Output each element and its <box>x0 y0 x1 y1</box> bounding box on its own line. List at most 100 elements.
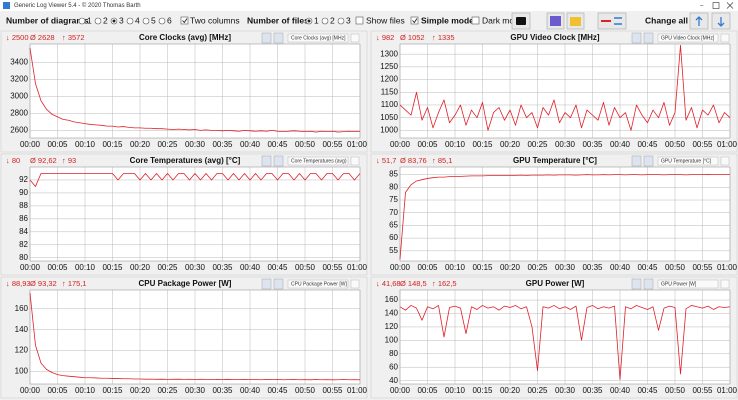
stat-label: Ø 92,62 <box>30 156 57 165</box>
radio-button[interactable] <box>142 17 150 25</box>
radio-label[interactable]: 2 <box>103 15 108 25</box>
x-tick-label: 01:00 <box>347 386 368 395</box>
two-columns-label[interactable]: Two columns <box>190 15 240 25</box>
chart-panel: ↓ 88,93 Ø 93,32 ↑ 175,1 CPU Package Power [… <box>0 276 368 399</box>
series-selector[interactable] <box>287 33 349 43</box>
dark-mode-checkbox[interactable] <box>471 16 480 25</box>
add-button[interactable] <box>350 156 360 166</box>
diagram-options: 1 2 3 4 5 6 <box>78 15 172 25</box>
y-tick-label: 1300 <box>380 49 398 58</box>
x-tick-label: 00:05 <box>47 386 68 395</box>
y-tick-label: 1200 <box>380 75 398 84</box>
show-files-label[interactable]: Show files <box>366 15 405 25</box>
stat-label: Ø 83,76 <box>400 156 427 165</box>
x-tick-label: 00:10 <box>75 386 96 395</box>
settings-button[interactable] <box>643 155 654 167</box>
radio-label[interactable]: 5 <box>151 15 156 25</box>
x-tick-label: 00:20 <box>130 386 151 395</box>
radio-button[interactable] <box>321 17 329 25</box>
radio-label[interactable]: 6 <box>167 15 172 25</box>
radio-label[interactable]: 1 <box>87 15 92 25</box>
x-tick-label: 00:30 <box>185 386 206 395</box>
x-tick-label: 00:00 <box>20 263 41 272</box>
selector-text: CPU Package Power [W] <box>291 281 347 287</box>
x-tick-label: 00:40 <box>240 263 261 272</box>
radio-label[interactable]: 2 <box>330 15 335 25</box>
add-button[interactable] <box>720 156 730 166</box>
y-tick-label: 90 <box>19 188 28 197</box>
radio-button[interactable] <box>94 17 102 25</box>
x-tick-label: 00:00 <box>20 140 41 149</box>
series-selector[interactable] <box>657 33 719 43</box>
radio-label[interactable]: 4 <box>135 15 140 25</box>
add-button[interactable] <box>720 279 730 289</box>
down-arrow <box>717 17 725 27</box>
diagrams-label: Number of diagrams <box>6 15 89 25</box>
stat-label: ↑ 1335 <box>432 33 455 42</box>
x-tick-label: 00:20 <box>500 140 521 149</box>
stat-label: ↑ 175,1 <box>62 279 87 288</box>
radio-button[interactable] <box>337 17 345 25</box>
radio-button[interactable] <box>158 17 166 25</box>
selector-text: GPU Video Clock [MHz] <box>661 35 715 41</box>
x-tick-label: 00:35 <box>212 263 233 272</box>
x-tick-label: 00:45 <box>267 140 288 149</box>
x-tick-label: 00:45 <box>637 386 658 395</box>
simple-mode-checkbox[interactable] <box>410 16 419 25</box>
close-button[interactable] <box>726 2 734 9</box>
y-tick-label: 3000 <box>10 92 28 101</box>
add-button[interactable] <box>350 33 360 43</box>
series-selector[interactable] <box>657 279 719 289</box>
two-columns-checkbox[interactable] <box>180 16 189 25</box>
x-tick-label: 00:50 <box>665 386 686 395</box>
settings-button[interactable] <box>643 278 654 290</box>
info-button[interactable] <box>261 278 272 290</box>
x-tick-label: 00:05 <box>47 140 68 149</box>
x-tick-label: 00:25 <box>527 263 548 272</box>
x-tick-label: 00:45 <box>267 386 288 395</box>
settings-button[interactable] <box>273 32 284 44</box>
settings-button[interactable] <box>643 32 654 44</box>
info-button[interactable] <box>631 155 642 167</box>
radio-label[interactable]: 3 <box>119 15 124 25</box>
add-button[interactable] <box>350 279 360 289</box>
info-button[interactable] <box>261 32 272 44</box>
x-tick-label: 00:55 <box>692 263 713 272</box>
dark-mode-label[interactable]: Dark mod <box>482 15 519 25</box>
y-tick-label: 1250 <box>380 62 398 71</box>
series-selector[interactable] <box>657 156 719 166</box>
file-options: 1 2 3 <box>305 15 351 25</box>
info-button[interactable] <box>631 32 642 44</box>
x-tick-label: 00:50 <box>665 140 686 149</box>
chart-title: GPU Temperature [°C] <box>513 156 597 165</box>
chart-title: Core Clocks (avg) [MHz] <box>139 33 231 42</box>
x-tick-label: 00:10 <box>75 263 96 272</box>
y-tick-label: 100 <box>385 335 399 344</box>
stat-label: Ø 1052 <box>400 33 425 42</box>
series-selector[interactable] <box>287 156 349 166</box>
show-files-checkbox[interactable] <box>355 16 364 25</box>
settings-button[interactable] <box>273 278 284 290</box>
info-button[interactable] <box>261 155 272 167</box>
radio-label[interactable]: 1 <box>314 15 319 25</box>
series-selector[interactable] <box>287 279 349 289</box>
stat-label: ↓ 88,93 <box>6 279 31 288</box>
stat-label: ↑ 162,5 <box>432 279 457 288</box>
selector-text: GPU Power [W] <box>661 281 697 287</box>
x-tick-label: 00:40 <box>240 386 261 395</box>
swap-button[interactable] <box>597 12 627 30</box>
minimize-button[interactable]: – <box>700 3 704 9</box>
info-button[interactable] <box>631 278 642 290</box>
x-tick-label: 00:00 <box>20 386 41 395</box>
radio-button[interactable] <box>78 17 86 25</box>
y-tick-label: 140 <box>15 325 29 334</box>
radio-label[interactable]: 3 <box>346 15 351 25</box>
add-button[interactable] <box>720 33 730 43</box>
simple-mode-label[interactable]: Simple mode <box>421 15 474 25</box>
chart-panel: ↓ 51,7 Ø 83,76 ↑ 85,1 GPU Temperature [°C] G… <box>370 153 738 276</box>
camera-icon <box>516 17 526 25</box>
maximize-button[interactable] <box>712 2 720 9</box>
radio-button[interactable] <box>126 17 134 25</box>
settings-button[interactable] <box>273 155 284 167</box>
y-tick-label: 80 <box>19 253 28 262</box>
